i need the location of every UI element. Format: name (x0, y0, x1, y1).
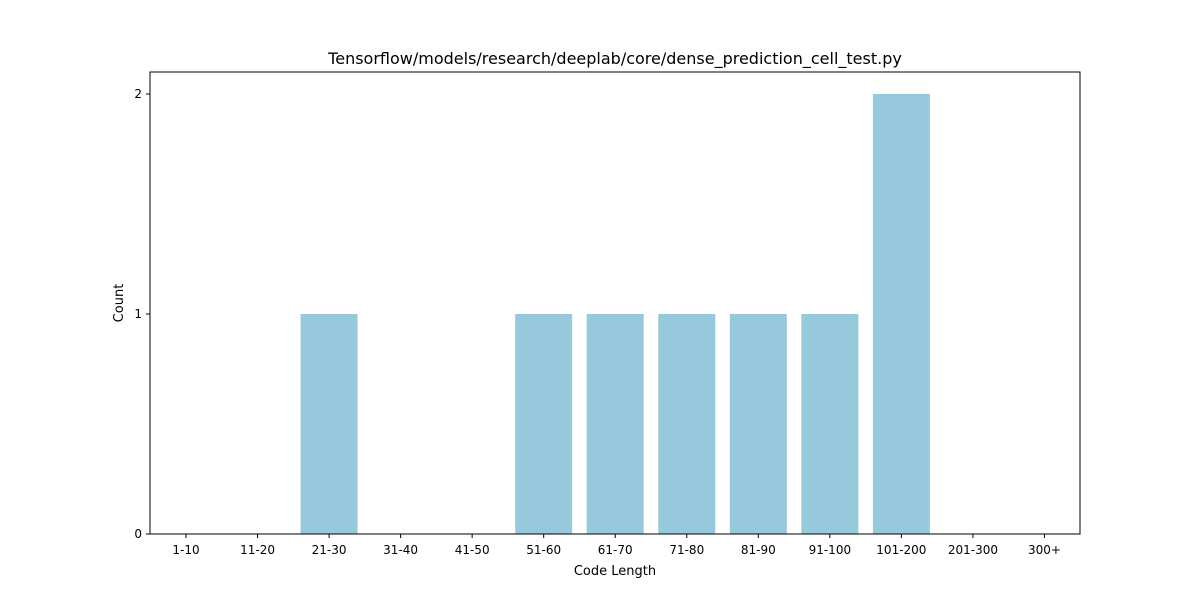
x-tick-label: 101-200 (876, 543, 926, 557)
y-tick-label: 2 (134, 87, 142, 101)
bar-81-90 (729, 314, 787, 534)
x-axis-label: Code Length (574, 564, 656, 579)
x-tick-label: 71-80 (669, 543, 704, 557)
bar-21-30 (300, 314, 358, 534)
x-tick-label: 31-40 (383, 543, 418, 557)
y-axis-ticks: 0 1 2 (134, 87, 150, 541)
x-tick-label: 61-70 (598, 543, 633, 557)
x-axis-ticks: 1-10 11-20 21-30 31-40 41-50 51-60 61-70 71-80 8… (172, 534, 1061, 557)
y-tick-label: 0 (134, 527, 142, 541)
bar-71-80 (658, 314, 716, 534)
x-tick-label: 81-90 (741, 543, 776, 557)
bar-51-60 (515, 314, 573, 534)
x-tick-label: 300+ (1028, 543, 1061, 557)
bar-61-70 (586, 314, 644, 534)
bar-91-100 (801, 314, 859, 534)
x-tick-label: 41-50 (455, 543, 490, 557)
bars-group (300, 94, 930, 534)
x-tick-label: 21-30 (312, 543, 347, 557)
x-tick-label: 11-20 (240, 543, 275, 557)
x-tick-label: 201-300 (948, 543, 998, 557)
x-tick-label: 51-60 (526, 543, 561, 557)
y-axis-label: Count (112, 284, 127, 323)
chart-title: Tensorflow/models/research/deeplab/core/… (327, 49, 902, 69)
x-tick-label: 91-100 (809, 543, 852, 557)
y-tick-label: 1 (134, 307, 142, 321)
x-tick-label: 1-10 (172, 543, 199, 557)
bar-101-200 (872, 94, 930, 534)
